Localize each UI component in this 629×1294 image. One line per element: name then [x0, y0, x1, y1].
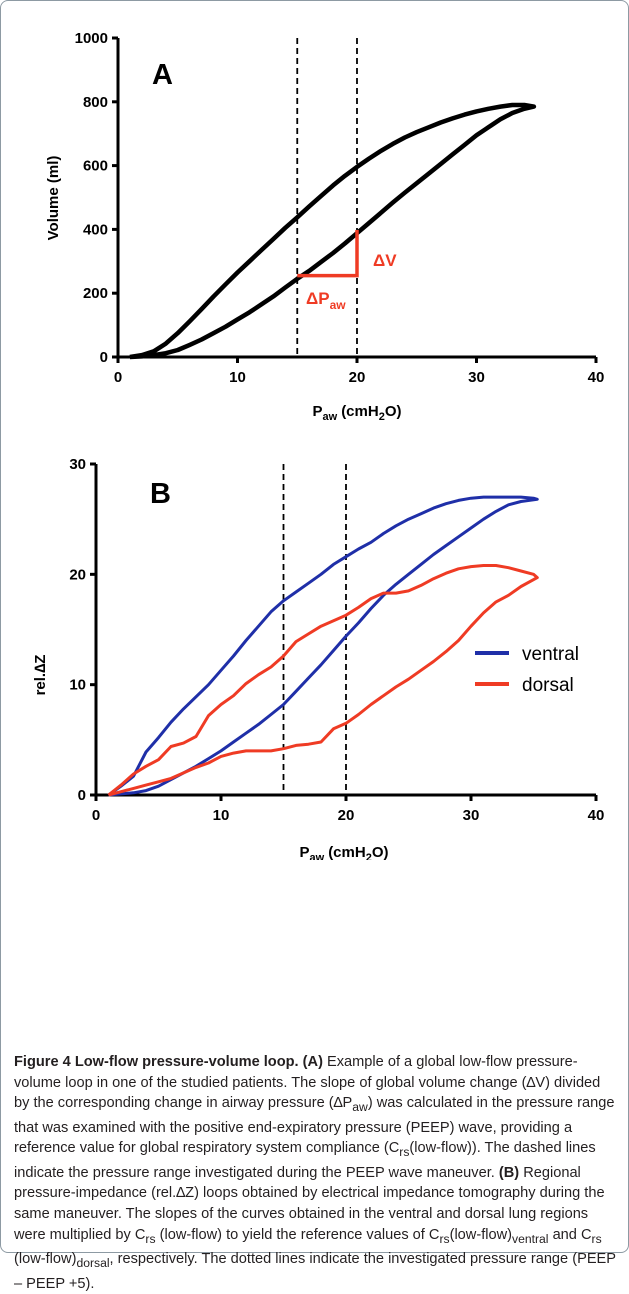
- y-tick-label: 10: [69, 677, 86, 694]
- x-tick-label: 10: [213, 807, 230, 824]
- panel-b-label: B: [150, 478, 171, 510]
- x-tick-label: 40: [588, 369, 605, 386]
- caption-sub: dorsal: [76, 1255, 110, 1270]
- caption-text: and C: [548, 1226, 592, 1243]
- caption-title: Figure 4 Low-flow pressure-volume loop.: [14, 1054, 299, 1070]
- x-tick-label: 40: [588, 807, 605, 824]
- caption-text: (low-flow) to yield the reference values…: [155, 1226, 440, 1243]
- y-tick-label: 30: [69, 456, 86, 473]
- series-line-dorsal: [107, 564, 539, 797]
- x-tick-label: 0: [92, 807, 100, 824]
- slope-triangle: [297, 230, 359, 278]
- caption-text: Regional pressure-impedance (rel.∆Z) loo…: [14, 1164, 605, 1243]
- figure-caption: Figure 4 Low-flow pressure-volume loop. …: [14, 1052, 618, 1294]
- y-tick-label: 600: [83, 158, 108, 175]
- series-line: [129, 102, 537, 360]
- caption-b-label: (B): [498, 1164, 520, 1181]
- caption-sub: rs: [591, 1231, 602, 1246]
- x-tick-label: 20: [349, 369, 366, 386]
- x-axis-label-a: Paw (cmH2O): [312, 403, 401, 423]
- caption-sub: rs: [145, 1231, 156, 1246]
- caption-sub: aw: [352, 1100, 368, 1115]
- caption-text: Example of a global low-flow pressure-vo…: [14, 1054, 601, 1112]
- y-tick-label: 20: [69, 566, 86, 583]
- y-tick-label: 800: [83, 94, 108, 111]
- x-tick-label: 30: [468, 369, 485, 386]
- y-tick-label: 1000: [75, 30, 108, 47]
- series-line-ventral: [107, 495, 539, 797]
- delta-v-label: ΔV: [373, 251, 397, 270]
- caption-text: (low-flow): [14, 1251, 77, 1268]
- y-tick-label: 0: [78, 787, 86, 804]
- x-tick-label: 0: [114, 369, 122, 386]
- caption-text: (low-flow): [449, 1226, 513, 1243]
- x-axis-label-b: Paw (cmH2O): [299, 844, 388, 860]
- caption-a-label: (A): [302, 1054, 323, 1070]
- y-tick-label: 400: [83, 221, 108, 238]
- delta-p-label: ΔPaw: [306, 289, 346, 312]
- y-tick-label: 200: [83, 285, 108, 302]
- chart-b: 0 10 20 30 40 0 10 20 30 B rel.∆Z Paw (cmH2O) ven…: [32, 456, 605, 860]
- legend-dorsal-label: dorsal: [522, 675, 574, 696]
- x-tick-label: 20: [338, 807, 355, 824]
- x-tick-label: 10: [229, 369, 246, 386]
- y-axis-label-b: rel.∆Z: [32, 655, 49, 696]
- caption-sub: rs: [399, 1145, 410, 1160]
- caption-sub: ventral: [512, 1231, 549, 1246]
- legend-ventral-label: ventral: [522, 644, 579, 665]
- y-tick-label: 0: [100, 349, 108, 366]
- panel-a-label: A: [152, 59, 173, 91]
- caption-sub: rs: [439, 1231, 450, 1246]
- x-tick-label: 30: [463, 807, 480, 824]
- caption-text: ) was calculated in the pressure range t…: [14, 1095, 615, 1157]
- caption-text: (low-flow)). The dashed lines indicate t…: [14, 1140, 596, 1181]
- y-axis-label-a: Volume (ml): [45, 156, 62, 241]
